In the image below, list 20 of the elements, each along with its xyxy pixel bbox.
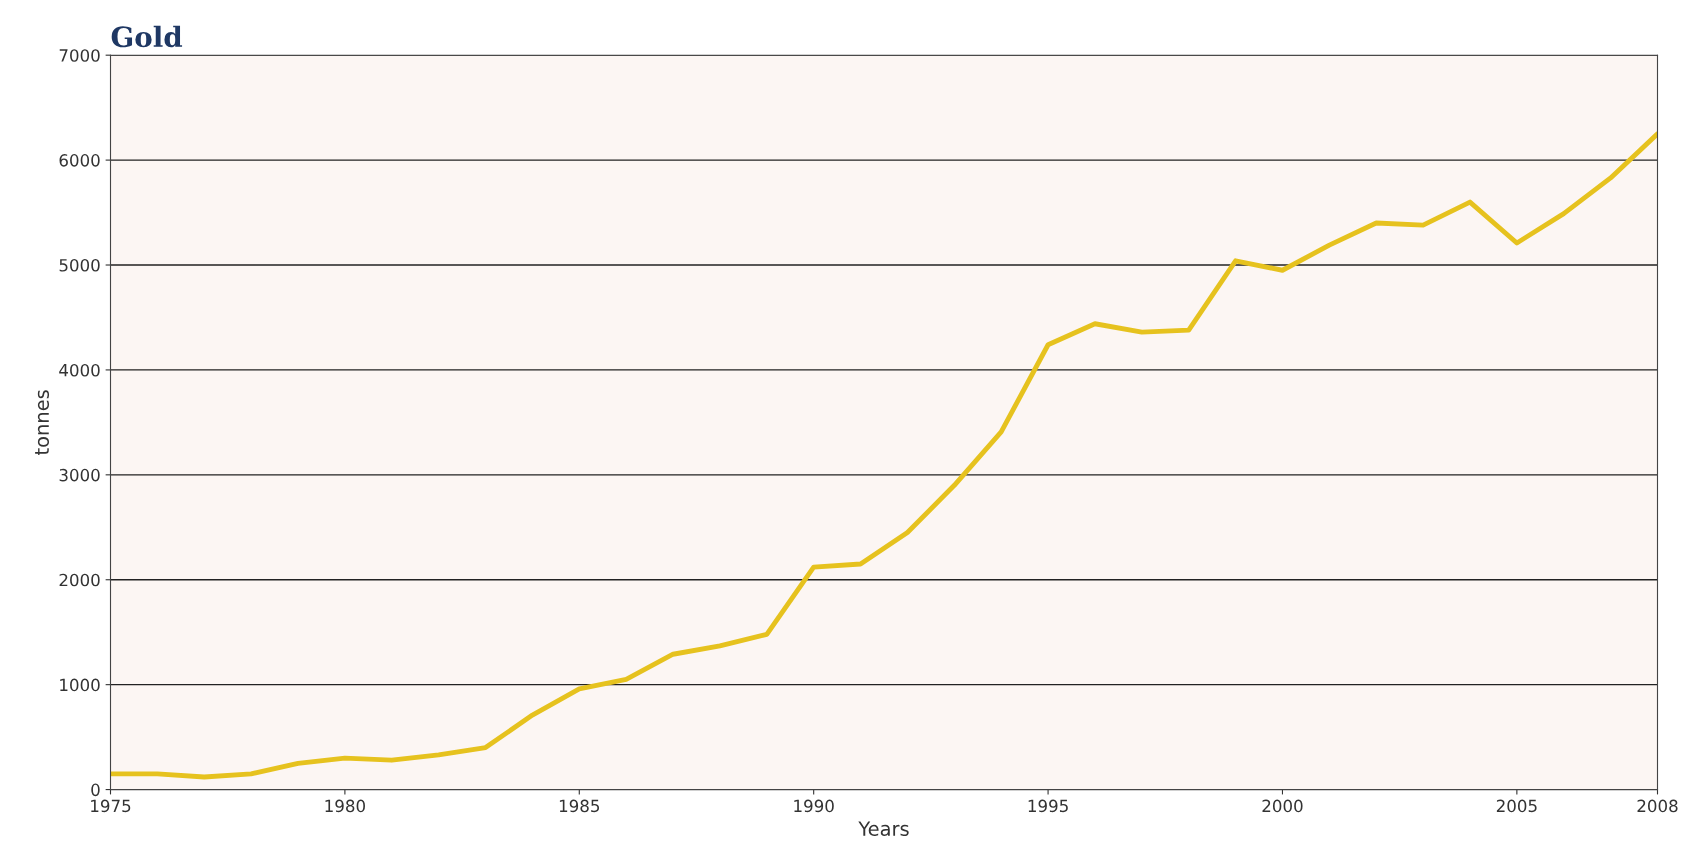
y-tick-label: 4000 — [59, 363, 100, 377]
x-tick-label: 1975 — [91, 799, 131, 813]
y-axis-title: tonnes — [35, 390, 50, 455]
y-tick-label: 6000 — [59, 154, 100, 167]
x-tick-label: 1990 — [794, 799, 834, 813]
y-tick-label: 7000 — [59, 49, 100, 62]
y-tick-label: 1000 — [60, 678, 100, 692]
x-tick-label: 1985 — [559, 799, 600, 813]
x-tick-label: 2005 — [1496, 799, 1537, 813]
x-tick-label: 1980 — [325, 799, 365, 813]
y-tick-label: 5000 — [59, 258, 100, 272]
y-tick-label: 0 — [91, 783, 100, 797]
line-series — [110, 131, 1658, 780]
x-tick-label: 2000 — [1262, 799, 1303, 813]
chart-title: Gold — [111, 25, 183, 48]
x-tick-label: 1995 — [1028, 799, 1068, 813]
y-tick-label: 2000 — [59, 573, 100, 587]
x-tick-label: 2008 — [1637, 799, 1678, 813]
x-axis-title: Years — [858, 821, 909, 837]
y-tick-label: 3000 — [59, 468, 100, 482]
